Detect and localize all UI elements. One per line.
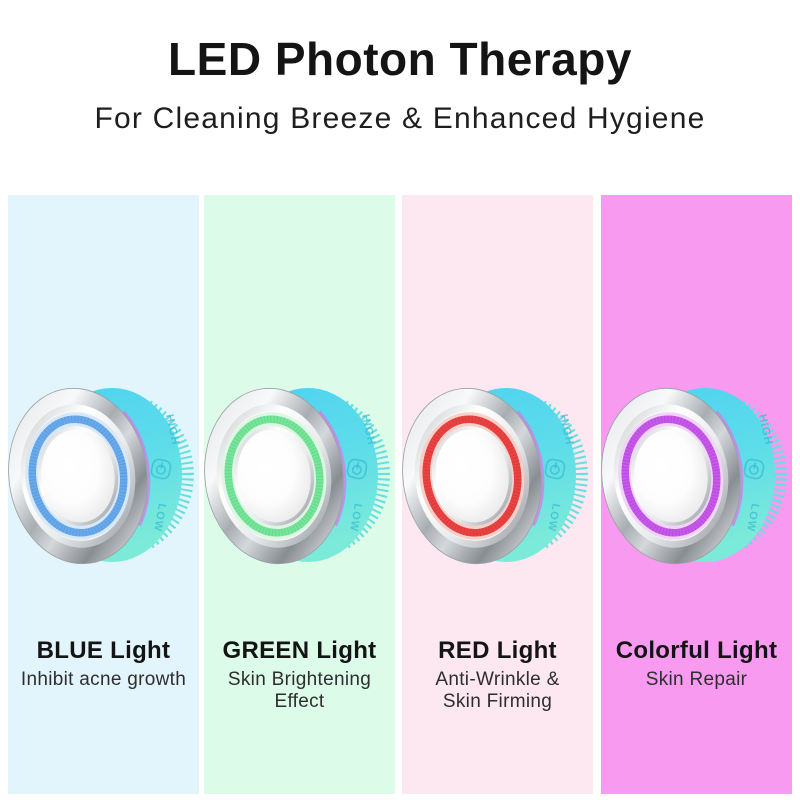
caption: GREEN Light Skin Brightening Effect xyxy=(204,637,395,713)
led-ring xyxy=(621,415,721,537)
cleansing-brush-illustration: HIGH LOW xyxy=(204,387,390,565)
led-light-leak xyxy=(516,410,545,527)
device-photo-blue-light: HIGH LOW xyxy=(8,377,199,577)
power-button-icon xyxy=(743,458,765,480)
low-button-label: LOW xyxy=(545,502,562,532)
mirror-center xyxy=(41,429,115,523)
cleansing-brush-illustration: HIGH LOW xyxy=(402,387,588,565)
panel-red-light: HIGH LOW xyxy=(402,195,593,794)
light-mode-description: Skin Brightening Effect xyxy=(227,668,372,712)
cleansing-brush-illustration: HIGH LOW xyxy=(601,387,787,565)
low-button-label: LOW xyxy=(744,502,761,532)
light-mode-label: Colorful Light xyxy=(615,637,778,664)
panel-colorful-light: HIGH LOW xyxy=(601,195,792,794)
light-mode-description: Inhibit acne growth xyxy=(20,668,187,690)
panel-blue-light: HIGH LOW xyxy=(8,195,199,794)
caption: BLUE Light Inhibit acne growth xyxy=(8,637,199,691)
cleansing-brush-illustration: HIGH LOW xyxy=(8,387,194,565)
mirror-center xyxy=(237,429,311,523)
device-photo-green-light: HIGH LOW xyxy=(204,377,395,577)
caption: RED Light Anti-Wrinkle & Skin Firming xyxy=(402,637,593,713)
light-mode-description: Anti-Wrinkle & Skin Firming xyxy=(435,668,560,712)
light-mode-description: Skin Repair xyxy=(645,668,748,690)
led-ring xyxy=(422,415,522,537)
mirror-center xyxy=(634,429,708,523)
led-light-leak xyxy=(122,410,151,527)
device-photo-colorful-light: HIGH LOW xyxy=(601,377,792,577)
power-button-icon xyxy=(346,458,368,480)
page-subtitle: For Cleaning Breeze & Enhanced Hygiene xyxy=(94,102,706,135)
low-button-label: LOW xyxy=(347,502,364,532)
page-title: LED Photon Therapy xyxy=(168,33,632,85)
led-ring xyxy=(28,415,128,537)
light-mode-label: BLUE Light xyxy=(36,637,171,664)
power-button-icon xyxy=(150,458,172,480)
caption: Colorful Light Skin Repair xyxy=(601,637,792,691)
led-light-leak xyxy=(715,410,744,527)
low-button-label: LOW xyxy=(151,502,168,532)
led-ring xyxy=(224,415,324,537)
mirror-center xyxy=(435,429,509,523)
light-mode-label: RED Light xyxy=(438,637,557,664)
panel-green-light: HIGH LOW xyxy=(204,195,395,794)
led-light-leak xyxy=(318,410,347,527)
power-button-icon xyxy=(544,458,566,480)
device-photo-red-light: HIGH LOW xyxy=(402,377,593,577)
light-mode-label: GREEN Light xyxy=(222,637,377,664)
